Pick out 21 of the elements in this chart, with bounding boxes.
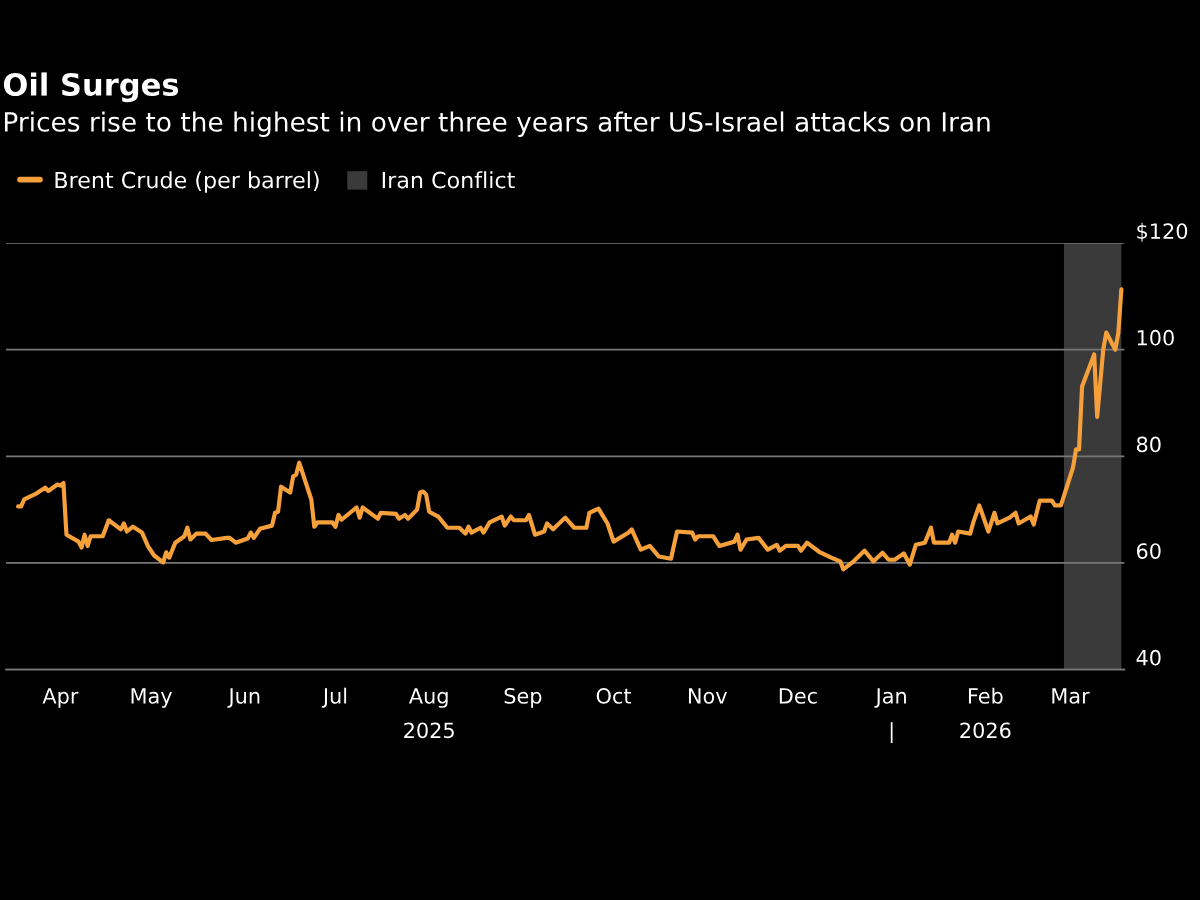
y-tick-label: 80 [1136, 436, 1161, 453]
legend-label: Iran Conflict [382, 171, 515, 189]
y-tick-label: 40 [1136, 649, 1161, 666]
x-tick-label: Feb 2026 [960, 687, 1011, 739]
x-tick-label: Mar [1052, 688, 1090, 704]
x-tick-label: Jan | [874, 688, 906, 743]
y-tick-label: $120 [1137, 222, 1188, 242]
legend-label: Brent Crude (per barrel) [55, 171, 319, 193]
x-tick-label: Jul [321, 687, 347, 708]
x-tick-label: Oct [596, 688, 632, 704]
chart-title: Oil Surges [3, 72, 179, 103]
x-tick-label: Jun [227, 688, 260, 708]
chart-subtitle: Prices rise to the highest in over three years after US-Israel attacks on Iran [4, 111, 990, 137]
x-tick-label: May [131, 688, 172, 708]
x-tick-label: Sep [504, 688, 542, 708]
x-tick-label: Dec [779, 688, 817, 704]
y-tick-label: 60 [1136, 543, 1161, 559]
x-tick-label: Apr [42, 688, 79, 708]
x-tick-label: Aug 2025 [404, 688, 454, 739]
y-tick-label: 100 [1137, 329, 1174, 346]
x-tick-label: Nov [688, 688, 727, 704]
